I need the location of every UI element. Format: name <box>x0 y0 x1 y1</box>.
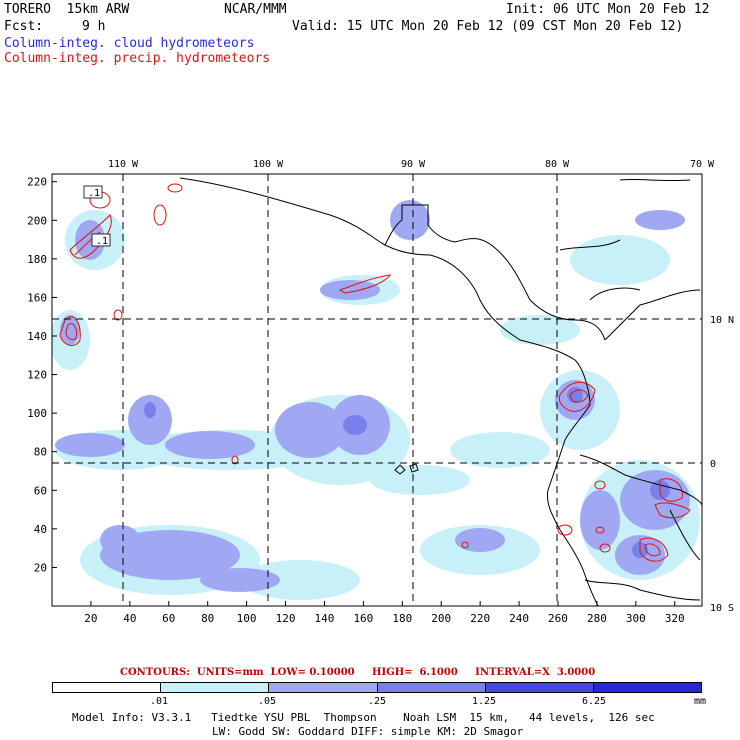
x-tick-label-180: 180 <box>392 612 412 625</box>
colorbar-bin-2 <box>269 683 378 692</box>
y-tick-label-120: 120 <box>27 369 47 382</box>
colorbar-bin-3 <box>377 683 486 692</box>
x-tick-label-120: 120 <box>276 612 296 625</box>
coastlines <box>179 177 702 606</box>
y-tick-label-20: 20 <box>34 561 47 574</box>
colorbar-bin-5 <box>593 683 702 692</box>
x-tick-label-80: 80 <box>201 612 214 625</box>
y-tick-labels: 20 40 60 80 100 120 140 160 180 200 220 <box>27 176 47 575</box>
x-tick-label-240: 240 <box>509 612 529 625</box>
x-tick-label-200: 200 <box>431 612 451 625</box>
axis-ticks <box>52 181 676 606</box>
lon-label-70w: 70 W <box>690 159 715 170</box>
contour-label-2: .1 <box>91 233 111 247</box>
lat-label-10n: 10 N <box>710 315 734 326</box>
svg-text:.1: .1 <box>88 188 100 199</box>
svg-text:.1: .1 <box>96 236 108 247</box>
lat-label-0: 0 <box>710 459 716 470</box>
lon-label-80w: 80 W <box>545 159 570 170</box>
colorbar-bin-0 <box>53 683 162 692</box>
map-frame <box>51 173 703 607</box>
colorbar-bin-1 <box>161 683 270 692</box>
model-title: TORERO 15km ARW <box>4 2 130 17</box>
legend-precip-hydrometeors: Column-integ. precip. hydrometeors <box>4 51 271 66</box>
x-tick-label-140: 140 <box>315 612 335 625</box>
lon-label-110w: 110 W <box>108 159 139 170</box>
x-tick-label-60: 60 <box>162 612 175 625</box>
colorbar-tick-625: 6.25 <box>582 696 607 707</box>
org-label: NCAR/MMM <box>224 2 287 17</box>
x-tick-label-20: 20 <box>84 612 97 625</box>
x-tick-label-160: 160 <box>353 612 373 625</box>
colorbar-unit: mm <box>694 696 707 707</box>
colorbar-tick-025: .25 <box>368 696 387 707</box>
contour-label-1: .1 <box>83 185 103 199</box>
y-tick-label-140: 140 <box>27 330 47 343</box>
y-tick-label-220: 220 <box>27 176 47 189</box>
x-tick-labels: 20 40 60 80 100 120 140 160 180 200 220 240 260 280 30… <box>84 612 684 625</box>
colorbar-tick-125: 1.25 <box>472 696 497 707</box>
lat-labels: 10 N 0 10 S <box>710 315 734 614</box>
colorbar-bin-4 <box>485 683 594 692</box>
y-tick-label-200: 200 <box>27 214 47 227</box>
colorbar-tick-001: .01 <box>150 696 169 707</box>
init-time: Init: 06 UTC Mon 20 Feb 12 <box>506 2 710 17</box>
x-tick-label-220: 220 <box>470 612 490 625</box>
lat-label-10s: 10 S <box>710 603 734 614</box>
y-tick-label-100: 100 <box>27 407 47 420</box>
x-tick-label-320: 320 <box>665 612 685 625</box>
latlon-grid <box>52 174 702 606</box>
cloud-field <box>52 200 700 600</box>
y-tick-label-60: 60 <box>34 484 47 497</box>
y-tick-label-40: 40 <box>34 523 47 536</box>
valid-time: Valid: 15 UTC Mon 20 Feb 12 (09 CST Mon … <box>292 19 684 34</box>
y-tick-label-80: 80 <box>34 446 47 459</box>
fcst-label: Fcst: <box>4 19 44 34</box>
x-tick-label-280: 280 <box>587 612 607 625</box>
fcst-value: 9 h <box>82 19 106 34</box>
x-tick-label-100: 100 <box>237 612 257 625</box>
model-info-line2: LW: Godd SW: Goddard DIFF: simple KM: 2D… <box>212 725 524 738</box>
lon-label-90w: 90 W <box>401 159 426 170</box>
x-tick-label-40: 40 <box>123 612 136 625</box>
x-tick-label-260: 260 <box>548 612 568 625</box>
colorbar <box>52 682 702 693</box>
model-info-line1: Model Info: V3.3.1 Tiedtke YSU PBL Thomp… <box>72 711 655 724</box>
legend-cloud-hydrometeors: Column-integ. cloud hydrometeors <box>4 36 255 51</box>
lon-labels: 110 W 100 W 90 W 80 W 70 W <box>108 159 715 170</box>
colorbar-tick-005: .05 <box>258 696 277 707</box>
lon-label-100w: 100 W <box>253 159 284 170</box>
y-tick-label-160: 160 <box>27 291 47 304</box>
contours-info: CONTOURS: UNITS=mm LOW= 0.10000 HIGH= 6.… <box>120 667 596 678</box>
x-tick-label-300: 300 <box>626 612 646 625</box>
y-tick-label-180: 180 <box>27 253 47 266</box>
